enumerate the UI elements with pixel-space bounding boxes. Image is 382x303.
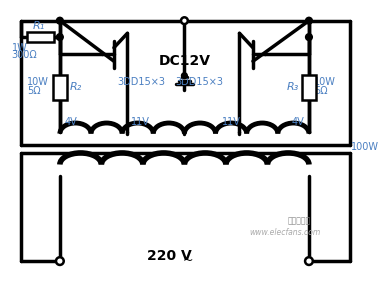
Text: 1W: 1W bbox=[11, 43, 28, 53]
Text: ~: ~ bbox=[183, 254, 194, 267]
Text: DC12V: DC12V bbox=[159, 54, 210, 68]
Text: 10W: 10W bbox=[27, 76, 49, 86]
Text: 100W: 100W bbox=[351, 142, 379, 152]
Text: 5Ω: 5Ω bbox=[314, 86, 327, 96]
Text: 11V: 11V bbox=[222, 117, 241, 127]
Text: R₃: R₃ bbox=[287, 82, 299, 92]
Circle shape bbox=[306, 17, 312, 24]
Text: 4V: 4V bbox=[291, 117, 304, 127]
Text: R₁: R₁ bbox=[32, 21, 45, 31]
Circle shape bbox=[181, 17, 188, 24]
Circle shape bbox=[56, 257, 64, 265]
Circle shape bbox=[306, 34, 312, 41]
Text: 300Ω: 300Ω bbox=[11, 50, 37, 60]
Circle shape bbox=[57, 17, 63, 24]
Circle shape bbox=[181, 73, 187, 78]
Circle shape bbox=[57, 34, 63, 41]
Text: 5Ω: 5Ω bbox=[27, 86, 40, 96]
Bar bbox=[27, 32, 54, 42]
Text: www.elecfans.com: www.elecfans.com bbox=[249, 228, 320, 237]
Text: 220 V: 220 V bbox=[147, 249, 191, 263]
Text: 4V: 4V bbox=[65, 117, 78, 127]
Circle shape bbox=[305, 257, 313, 265]
Text: 电子发烧友: 电子发烧友 bbox=[288, 216, 311, 225]
Text: 11V: 11V bbox=[131, 117, 149, 127]
Text: 10W: 10W bbox=[314, 76, 336, 86]
Text: 3DD15×3: 3DD15×3 bbox=[118, 76, 166, 86]
Text: R₂: R₂ bbox=[70, 82, 82, 92]
Bar bbox=[302, 75, 316, 100]
Bar bbox=[53, 75, 66, 100]
Text: 3DD15×3: 3DD15×3 bbox=[176, 76, 224, 86]
